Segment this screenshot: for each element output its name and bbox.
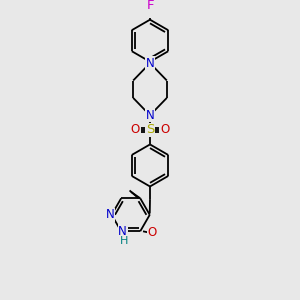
Text: F: F [146,0,154,12]
Text: N: N [106,208,115,221]
Text: S: S [146,123,154,136]
Text: O: O [131,123,140,136]
Text: N: N [146,109,154,122]
Text: O: O [147,226,157,239]
Text: N: N [146,57,154,70]
Text: N: N [118,225,127,238]
Text: O: O [160,123,169,136]
Text: H: H [120,236,129,246]
